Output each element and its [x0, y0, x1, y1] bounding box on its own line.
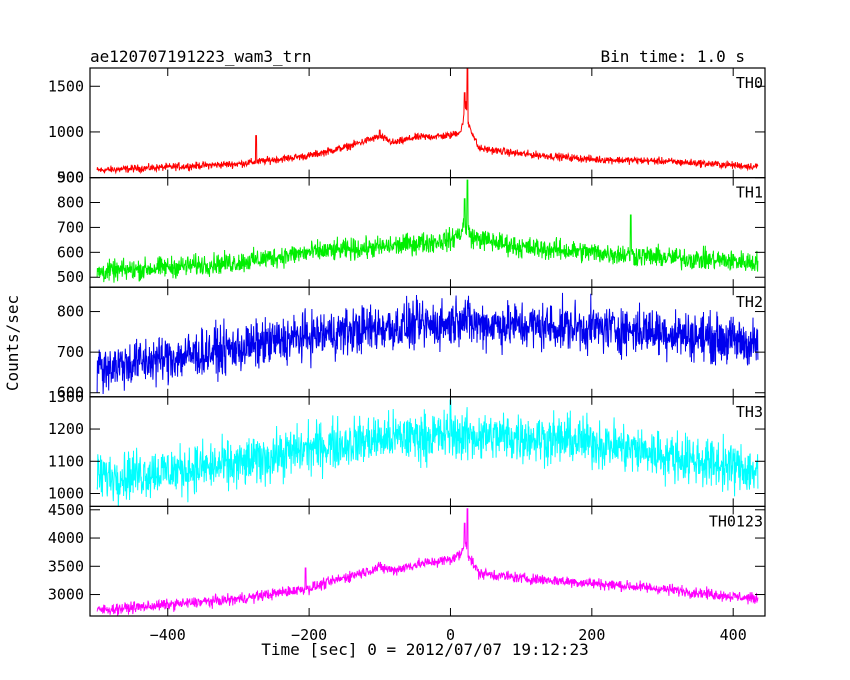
series-line-th3: [96, 399, 759, 507]
y-tick-label: 800: [57, 194, 84, 212]
y-tick-label: 4500: [48, 501, 84, 519]
x-tick-label: −200: [291, 626, 327, 644]
series-line-th2: [96, 292, 759, 395]
panel-th0123: 3000 3500 4000 4500 TH0123: [48, 501, 766, 617]
panel-th3: 1000 1100 1200 1300 TH3: [48, 388, 766, 507]
series-line-th0: [96, 67, 759, 175]
y-axis-label: Counts/sec: [3, 295, 22, 391]
x-axis-label: Time [sec] 0 = 2012/07/07 19:12:23: [261, 640, 589, 659]
panel-label-th1: TH1: [736, 184, 763, 202]
x-tick-label: 400: [720, 626, 747, 644]
y-tick-label: 600: [57, 384, 84, 402]
x-tick-label: −400: [150, 626, 186, 644]
y-tick-label: 1500: [48, 77, 84, 95]
panel-frame: [89, 505, 766, 617]
y-tick-label: 500: [57, 169, 84, 187]
panel-label-th0123: TH0123: [709, 512, 763, 530]
panels-group: 500 1000 1500 TH0 500 600 700 800 900 TH1 600 700 80…: [48, 67, 766, 644]
y-tick-label: 1000: [48, 485, 84, 503]
series-line-th0123: [96, 508, 759, 616]
y-tick-label: 500: [57, 268, 84, 286]
y-tick-label: 3500: [48, 557, 84, 575]
y-tick-label: 1100: [48, 452, 84, 470]
y-tick-label: 700: [57, 218, 84, 236]
x-tick-label: 0: [446, 626, 455, 644]
y-tick-label: 700: [57, 343, 84, 361]
y-tick-label: 1000: [48, 123, 84, 141]
panel-label-th0: TH0: [736, 74, 763, 92]
panel-th2: 600 700 800 TH2: [57, 286, 766, 402]
y-tick-label: 900: [57, 169, 84, 187]
y-tick-label: 3000: [48, 586, 84, 604]
chart-title-right: Bin time: 1.0 s: [601, 47, 746, 66]
series-line-th1: [96, 179, 759, 283]
y-tick-label: 4000: [48, 529, 84, 547]
panel-th1: 500 600 700 800 900 TH1: [57, 169, 766, 288]
panel-label-th3: TH3: [736, 403, 763, 421]
panel-label-th2: TH2: [736, 293, 763, 311]
panel-th0: 500 1000 1500 TH0: [48, 67, 766, 187]
y-tick-label: 1200: [48, 420, 84, 438]
y-tick-label: 600: [57, 243, 84, 261]
chart-title-left: ae120707191223_wam3_trn: [90, 47, 312, 66]
y-tick-label: 1300: [48, 388, 84, 406]
y-tick-label: 800: [57, 303, 84, 321]
x-tick-label: 200: [578, 626, 605, 644]
